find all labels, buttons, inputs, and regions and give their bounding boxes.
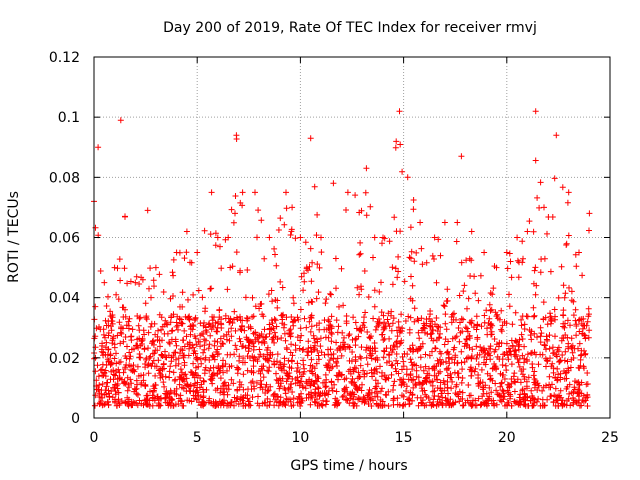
y-tick-label: 0.08 [49,170,80,186]
x-tick-label: 15 [395,430,413,446]
chart-title: Day 200 of 2019, Rate Of TEC Index for r… [163,20,537,36]
y-tick-label: 0.12 [49,50,80,66]
x-axis-label: GPS time / hours [290,458,407,474]
x-tick-labels: 0 5 10 15 20 25 [90,430,619,446]
y-tick-labels: 0 0.02 0.04 0.06 0.08 0.1 0.12 [49,50,80,427]
y-tick-label: 0.02 [49,351,80,367]
x-tick-label: 20 [498,430,516,446]
y-axis-label: ROTI / TECUs [6,191,22,283]
x-tick-label: 10 [291,430,309,446]
y-tick-label: 0 [71,411,80,427]
y-tick-label: 0.04 [49,291,80,307]
y-tick-label: 0.06 [49,231,80,247]
x-tick-label: 25 [601,430,619,446]
y-tick-label: 0.1 [58,110,80,126]
axis-ticks [93,56,611,419]
x-tick-label: 5 [193,430,202,446]
x-tick-label: 0 [90,430,99,446]
